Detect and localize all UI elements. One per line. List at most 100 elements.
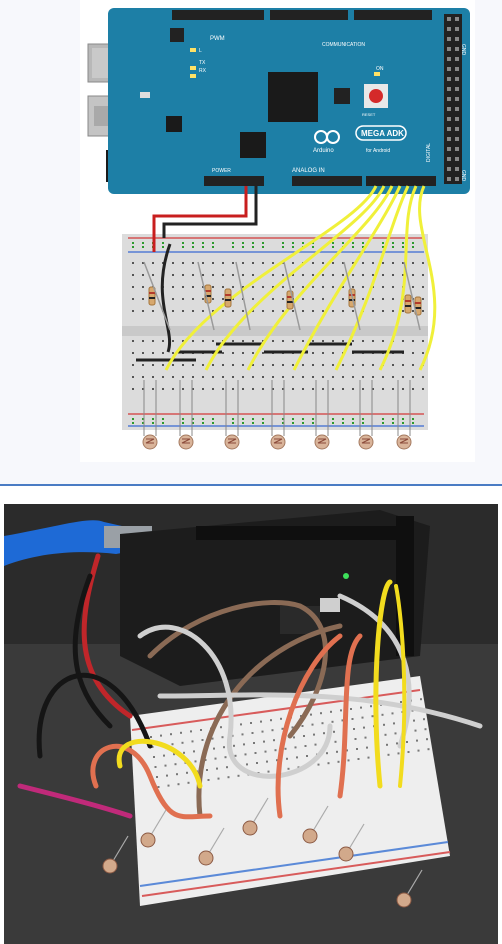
model-badge: MEGA ADK	[361, 129, 404, 138]
bb-hole	[202, 262, 204, 264]
photo-bb-hole	[170, 733, 172, 736]
photo-wire-gray-2	[157, 692, 483, 729]
bb-hole	[332, 352, 334, 354]
bb-hole	[142, 364, 144, 366]
breadboard-gap	[122, 326, 428, 336]
bb-hole	[282, 274, 284, 276]
photo-bb-hole	[420, 698, 422, 701]
bb-hole	[422, 298, 424, 300]
photo-photoresistor-icon	[396, 892, 412, 908]
photo-bb-hole	[174, 763, 177, 766]
bb-hole	[422, 274, 424, 276]
digital-pin	[447, 157, 451, 161]
rail-hole	[242, 422, 244, 424]
usb-chip	[240, 132, 266, 158]
bb-hole	[352, 262, 354, 264]
photo-wire-black-2	[36, 672, 153, 759]
photo-bb-hole	[246, 763, 248, 766]
rail-hole	[352, 246, 354, 248]
build-photo-icon	[4, 504, 498, 944]
photoresistor-track	[273, 438, 283, 444]
photo-bb-hole	[360, 706, 362, 709]
photoresistor-track	[227, 438, 237, 444]
digital-pin	[455, 107, 459, 111]
rail-hole	[132, 242, 134, 244]
photo-bb-hole	[194, 760, 197, 763]
photo-bb-hole	[393, 722, 395, 725]
rail-hole	[322, 418, 324, 420]
bb-hole	[192, 310, 194, 312]
rail-hole	[232, 418, 234, 420]
bb-hole	[242, 388, 244, 390]
yellow-signal-wire	[418, 185, 437, 371]
bb-hole	[272, 364, 274, 366]
bb-hole	[342, 376, 344, 378]
resistor-lead	[197, 261, 215, 331]
bb-hole	[362, 262, 364, 264]
digital-pins	[447, 17, 459, 181]
photo-photoresistor-icon	[198, 850, 214, 866]
rail-hole	[212, 242, 214, 244]
bb-hole	[312, 262, 314, 264]
bb-hole	[372, 388, 374, 390]
rail-hole	[272, 418, 274, 420]
rail-hole	[262, 242, 264, 244]
digital-pin	[455, 117, 459, 121]
rail-hole	[162, 246, 164, 248]
photo-photoresistor-icon	[338, 846, 354, 862]
bb-hole	[212, 262, 214, 264]
bb-hole	[182, 310, 184, 312]
digital-pin	[447, 147, 451, 151]
rail-hole	[302, 418, 304, 420]
photo-bb-hole	[240, 723, 242, 726]
photo-bb-hole	[340, 709, 342, 712]
bb-hole	[402, 262, 404, 264]
bb-hole	[272, 286, 274, 288]
photo-bb-hole	[296, 756, 298, 759]
rail-hole	[352, 418, 354, 420]
rail-hole	[282, 418, 284, 420]
rail-hole	[302, 242, 304, 244]
bb-hole	[262, 376, 264, 378]
rail-hole	[252, 242, 254, 244]
digital-pin	[447, 97, 451, 101]
photoresistor-icon	[396, 434, 412, 450]
photo-bb-hole	[391, 712, 394, 715]
digital-pin	[455, 67, 459, 71]
resistor-lead	[343, 261, 361, 331]
bb-hole	[402, 274, 404, 276]
photo-bb-hole	[167, 784, 170, 787]
rail-hole	[422, 418, 424, 420]
bb-hole	[372, 262, 374, 264]
bb-hole	[282, 364, 284, 366]
photo-bb-hole	[221, 736, 224, 739]
bb-hole	[362, 274, 364, 276]
photo-bb-hole	[166, 774, 168, 777]
bb-hole	[172, 286, 174, 288]
bb-hole	[232, 388, 234, 390]
red-power-wire	[152, 186, 248, 252]
rail-hole	[292, 422, 294, 424]
bb-hole	[132, 286, 134, 288]
bb-hole	[302, 310, 304, 312]
photo-photoresistor-icon	[242, 820, 258, 836]
crystal	[140, 92, 150, 98]
photo-bb-hole	[406, 741, 408, 743]
photo-wire-orange-3	[337, 633, 363, 799]
photo-bb-hole	[206, 769, 208, 771]
bb-hole	[282, 388, 284, 390]
bb-hole	[132, 340, 134, 342]
photo-bb-hole	[370, 705, 372, 708]
photo-bb-hole	[361, 716, 364, 719]
rail-hole	[412, 418, 414, 420]
digital-pin	[455, 127, 459, 131]
photo-bb-hole	[260, 720, 262, 723]
digital-pin	[447, 117, 451, 121]
bb-hole	[212, 376, 214, 378]
bb-hole	[322, 340, 324, 342]
bb-hole	[192, 364, 194, 366]
digital-pin	[455, 17, 459, 21]
bb-hole	[252, 388, 254, 390]
rail-hole	[402, 246, 404, 248]
rail-hole	[332, 422, 334, 424]
